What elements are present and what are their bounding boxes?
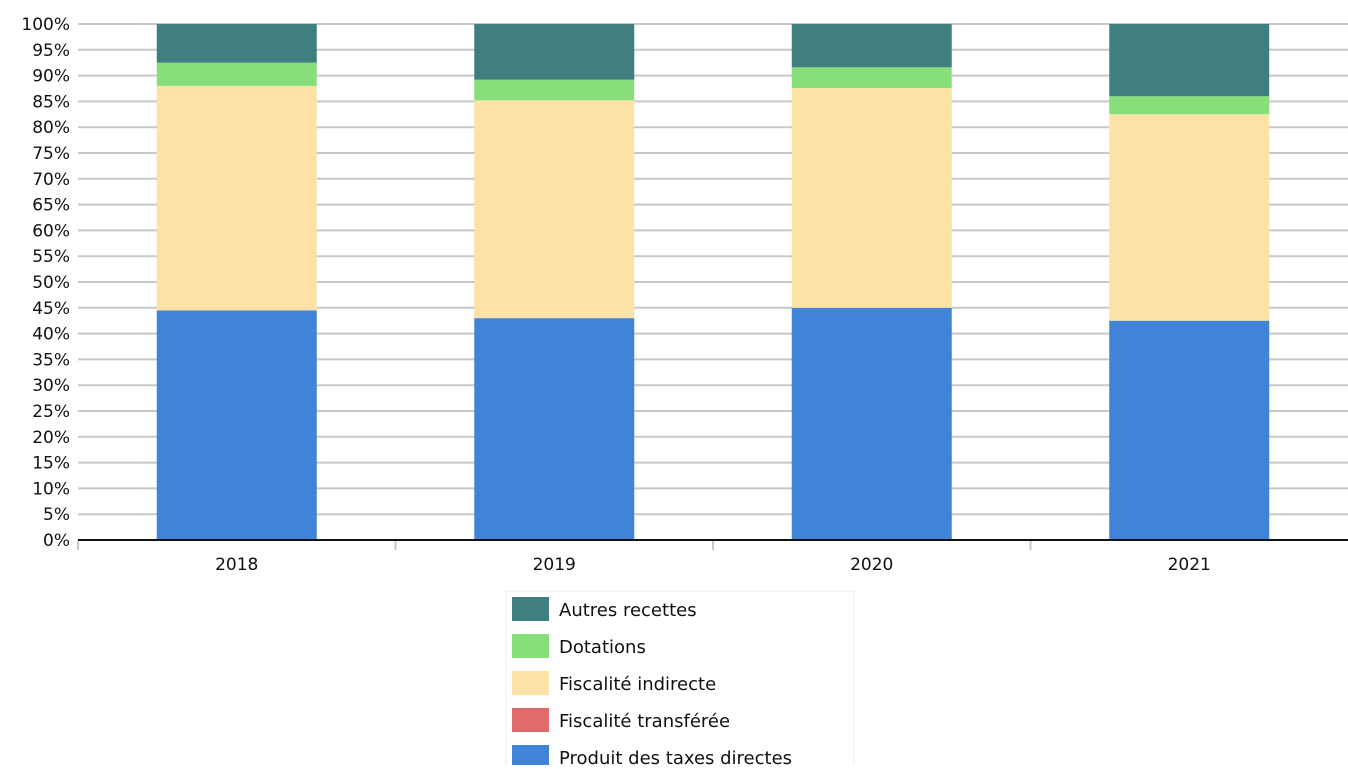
legend: Autres recettes Dotations Fiscalité indire… bbox=[505, 590, 855, 769]
legend-box bbox=[505, 590, 855, 769]
y-tick-label: 50% bbox=[32, 273, 70, 293]
y-tick-label: 75% bbox=[32, 144, 70, 164]
legend-swatch bbox=[512, 671, 549, 695]
y-tick-label: 0% bbox=[43, 531, 70, 551]
bar-segment bbox=[1109, 96, 1270, 115]
bar-segment bbox=[474, 79, 635, 101]
y-tick-label: 15% bbox=[32, 454, 70, 474]
y-tick-label: 5% bbox=[43, 505, 70, 525]
y-tick-label: 45% bbox=[32, 299, 70, 319]
bar-segment bbox=[474, 318, 635, 540]
legend-label: Produit des taxes directes bbox=[559, 748, 792, 765]
x-tick-label: 2021 bbox=[1168, 555, 1211, 575]
x-tick-label: 2018 bbox=[215, 555, 258, 575]
y-tick-label: 55% bbox=[32, 247, 70, 267]
legend-swatch bbox=[512, 634, 549, 658]
legend-swatch bbox=[512, 708, 549, 732]
bar-segment bbox=[474, 24, 635, 80]
legend-label: Autres recettes bbox=[559, 600, 697, 621]
y-tick-label: 90% bbox=[32, 67, 70, 87]
y-tick-label: 85% bbox=[32, 92, 70, 112]
y-tick-label: 25% bbox=[32, 402, 70, 422]
y-tick-label: 65% bbox=[32, 196, 70, 216]
y-tick-label: 100% bbox=[21, 15, 70, 35]
bar-segment bbox=[156, 24, 317, 63]
y-tick-label: 60% bbox=[32, 221, 70, 241]
bar-segment bbox=[474, 100, 635, 319]
bar-segment bbox=[156, 310, 317, 540]
bar-segment bbox=[791, 24, 952, 68]
y-tick-label: 10% bbox=[32, 479, 70, 499]
bar-segment bbox=[1109, 320, 1270, 540]
bar-segment bbox=[791, 87, 952, 308]
x-tick-label: 2020 bbox=[850, 555, 893, 575]
legend-label: Dotations bbox=[559, 637, 646, 658]
bar-segment bbox=[1109, 24, 1270, 97]
y-tick-label: 95% bbox=[32, 41, 70, 61]
bar-segment bbox=[156, 62, 317, 86]
y-tick-label: 30% bbox=[32, 376, 70, 396]
legend-swatch bbox=[512, 745, 549, 769]
bar-segment bbox=[1109, 114, 1270, 321]
legend-label: Fiscalité indirecte bbox=[559, 674, 716, 695]
legend-swatch bbox=[512, 597, 549, 621]
x-tick-label: 2019 bbox=[533, 555, 576, 575]
legend-label: Fiscalité transférée bbox=[559, 711, 730, 732]
bar-segment bbox=[791, 307, 952, 540]
axes: 0% 5% 10% 15% 20% 25% 30% 35% 40% 45% 50% 55% 60% 65%… bbox=[21, 15, 1348, 575]
y-tick-label: 70% bbox=[32, 170, 70, 190]
bar-segment bbox=[156, 85, 317, 311]
y-tick-label: 80% bbox=[32, 118, 70, 138]
y-tick-label: 20% bbox=[32, 428, 70, 448]
y-tick-label: 35% bbox=[32, 350, 70, 370]
bars bbox=[156, 24, 1270, 540]
bar-segment bbox=[791, 67, 952, 88]
y-tick-label: 40% bbox=[32, 325, 70, 345]
